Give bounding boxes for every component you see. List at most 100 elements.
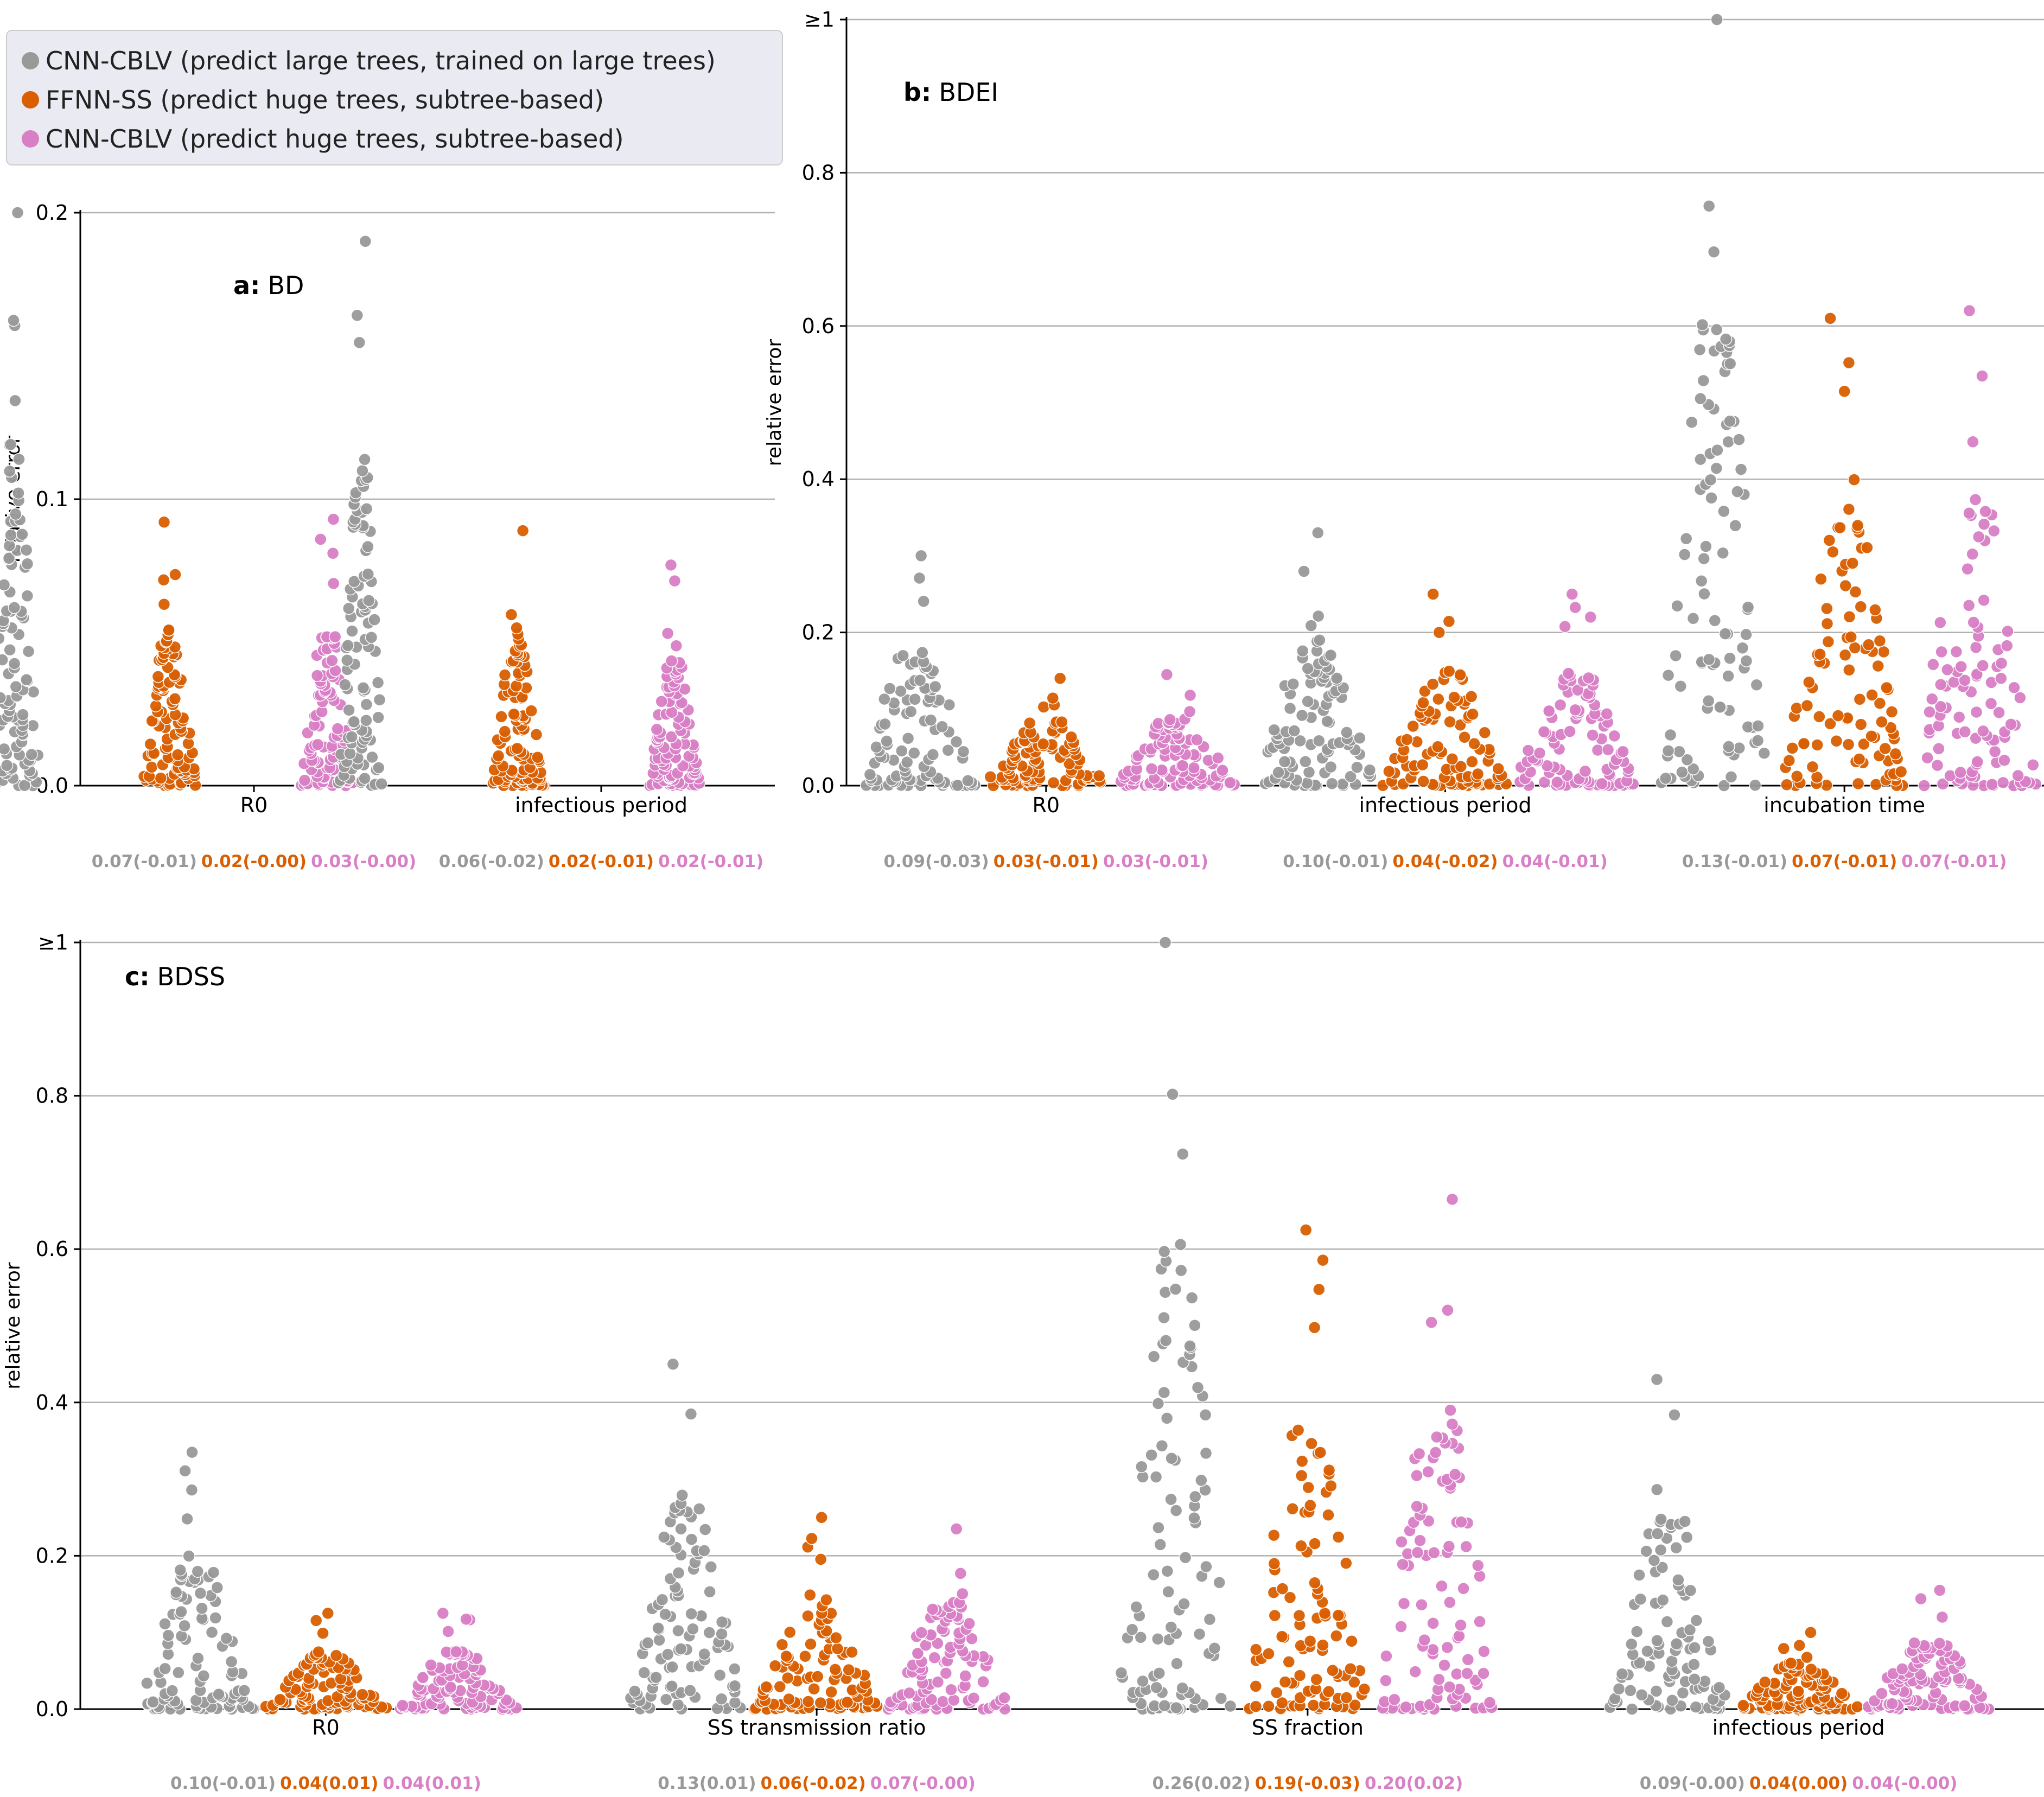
data-point bbox=[1249, 1680, 1263, 1693]
data-point bbox=[1665, 1654, 1678, 1668]
data-point bbox=[1741, 601, 1755, 614]
data-point bbox=[1669, 649, 1682, 662]
stats-infectious-period: 0.09(-0.00) 0.04(0.00) 0.04(-0.00) bbox=[1640, 1774, 1958, 1793]
data-point bbox=[1931, 759, 1944, 772]
data-point bbox=[0, 578, 11, 591]
data-point bbox=[820, 1593, 833, 1607]
data-point bbox=[1894, 765, 1908, 779]
data-point bbox=[703, 1626, 716, 1639]
data-point bbox=[1448, 691, 1461, 704]
data-point bbox=[829, 1663, 842, 1676]
data-point bbox=[149, 699, 162, 712]
data-point bbox=[1792, 1685, 1805, 1698]
data-point bbox=[685, 1607, 698, 1621]
data-point bbox=[998, 1691, 1011, 1705]
data-point bbox=[1295, 1539, 1308, 1552]
data-point bbox=[1446, 1193, 1459, 1206]
data-point bbox=[1193, 1628, 1206, 1641]
data-point bbox=[1418, 1633, 1431, 1647]
data-point bbox=[911, 1647, 925, 1660]
data-point bbox=[1702, 199, 1716, 213]
stat-value: 0.20(0.02) bbox=[1365, 1774, 1463, 1793]
x-tick-label-r0: R0 bbox=[240, 793, 268, 817]
data-point bbox=[1159, 1334, 1173, 1347]
data-point bbox=[353, 336, 366, 349]
stat-value: 0.02(-0.00) bbox=[201, 852, 307, 871]
data-point bbox=[1322, 1685, 1335, 1698]
panel-label: c: BDSS bbox=[125, 962, 225, 991]
data-point bbox=[1296, 644, 1309, 658]
data-point bbox=[1838, 385, 1851, 398]
data-point bbox=[1869, 603, 1882, 616]
data-point bbox=[1023, 716, 1036, 730]
data-point bbox=[801, 1609, 814, 1623]
data-point bbox=[178, 1619, 191, 1633]
y-tick-label: 0.8 bbox=[36, 1084, 68, 1108]
data-point bbox=[3, 539, 16, 552]
data-point bbox=[1851, 1700, 1864, 1713]
data-point bbox=[840, 1696, 854, 1709]
data-point bbox=[342, 602, 355, 615]
data-point bbox=[728, 1662, 741, 1675]
data-point bbox=[1854, 718, 1868, 731]
data-point bbox=[915, 1626, 928, 1639]
stat-value: 0.03(-0.01) bbox=[1103, 852, 1208, 871]
data-point bbox=[1717, 779, 1731, 792]
data-point bbox=[1145, 762, 1158, 775]
y-axis-label: relative error bbox=[2, 1262, 24, 1390]
data-point bbox=[1308, 1537, 1321, 1550]
data-point bbox=[442, 1625, 455, 1638]
swarm-infectious-period-0 bbox=[332, 235, 388, 792]
data-point bbox=[1688, 1658, 1701, 1671]
data-point bbox=[1695, 574, 1708, 588]
data-point bbox=[1457, 1582, 1470, 1595]
data-point bbox=[1286, 1502, 1299, 1515]
data-point bbox=[1710, 323, 1723, 336]
data-point bbox=[941, 744, 955, 757]
data-point bbox=[1967, 616, 1980, 629]
stat-value: 0.06(-0.02) bbox=[761, 1774, 866, 1793]
stat-value: 0.03(-0.01) bbox=[994, 852, 1099, 871]
data-point bbox=[1411, 1546, 1424, 1559]
data-point bbox=[1262, 1700, 1275, 1713]
data-point bbox=[661, 627, 674, 640]
data-point bbox=[1200, 1560, 1213, 1573]
data-point bbox=[1313, 734, 1326, 748]
data-point bbox=[195, 1602, 208, 1615]
data-point bbox=[1995, 657, 2008, 670]
data-point bbox=[698, 1544, 711, 1557]
data-point bbox=[659, 1608, 672, 1621]
data-point bbox=[1125, 1623, 1139, 1636]
data-point bbox=[1966, 435, 1979, 448]
data-point bbox=[1722, 740, 1735, 753]
data-point bbox=[1195, 1474, 1208, 1487]
swarm-infectious-period-0 bbox=[1259, 526, 1377, 792]
stats-ss-fraction: 0.26(0.02) 0.19(-0.03) 0.20(0.02) bbox=[1152, 1774, 1463, 1793]
swarm-infectious-period-1 bbox=[487, 524, 551, 792]
data-point bbox=[1422, 1465, 1435, 1479]
data-point bbox=[913, 571, 926, 585]
data-point bbox=[1324, 760, 1338, 774]
data-point bbox=[1680, 753, 1694, 767]
data-point bbox=[805, 1532, 818, 1545]
data-point bbox=[1472, 1559, 1485, 1572]
stat-value: 0.09(-0.00) bbox=[1640, 1774, 1745, 1793]
data-point bbox=[225, 1655, 238, 1668]
data-point bbox=[926, 1603, 939, 1616]
swarm-incubation-time-1 bbox=[1779, 311, 1909, 792]
data-point bbox=[1835, 1687, 1849, 1700]
data-point bbox=[1615, 1667, 1629, 1680]
data-point bbox=[1425, 1316, 1438, 1329]
data-point bbox=[1380, 1649, 1393, 1662]
data-point bbox=[1304, 619, 1318, 632]
data-point bbox=[659, 1693, 673, 1706]
data-point bbox=[1804, 1626, 1817, 1639]
data-point bbox=[1723, 415, 1736, 428]
data-point bbox=[830, 1631, 843, 1645]
data-point bbox=[1655, 1561, 1669, 1574]
data-point bbox=[1958, 725, 1972, 738]
data-point bbox=[0, 632, 5, 645]
swarm-r0-0 bbox=[141, 1445, 260, 1716]
data-point bbox=[1934, 678, 1947, 691]
data-point bbox=[1188, 1511, 1201, 1525]
